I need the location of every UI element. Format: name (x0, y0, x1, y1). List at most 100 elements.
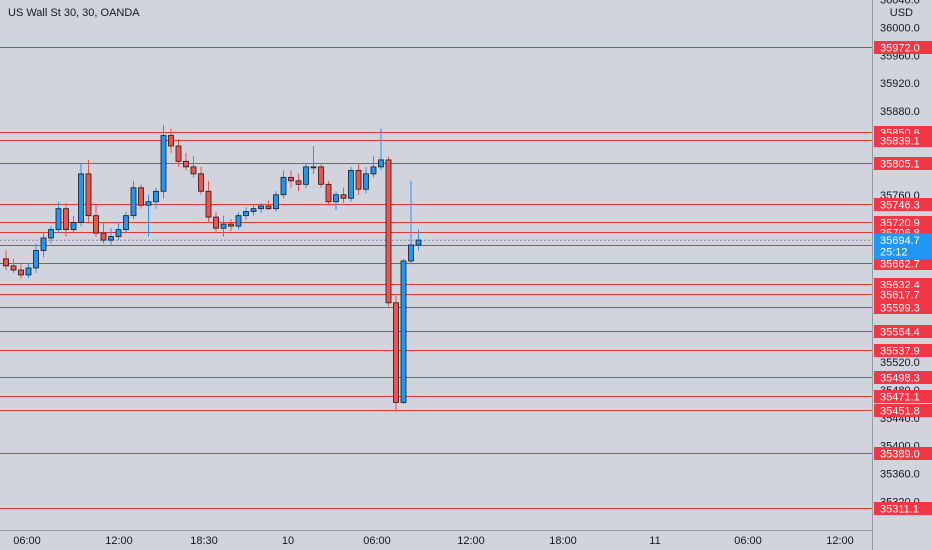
candle-body (393, 302, 399, 403)
candle (18, 264, 24, 279)
horizontal-levels (0, 47, 872, 509)
candle-body (415, 239, 422, 246)
level-label: 35617.7 (874, 288, 932, 302)
candle (175, 139, 182, 167)
candle (145, 194, 152, 237)
candle (310, 145, 317, 174)
level-label-text: 35617.7 (880, 290, 920, 302)
candle-body (55, 208, 62, 231)
candle (100, 222, 107, 244)
candle-body (138, 187, 144, 206)
price-tick-label: 35880.0 (880, 106, 920, 118)
candle (123, 212, 129, 234)
candle (108, 228, 114, 245)
time-tick-label: 06:00 (734, 535, 762, 547)
candle-body (333, 194, 339, 203)
candle (205, 180, 212, 223)
candle-body (100, 232, 107, 241)
candle (115, 222, 122, 241)
time-axis[interactable]: 06:00 12:00 18:30 10 06:00 12:00 18:00 11 06:00 1… (13, 535, 854, 547)
level-label: 35537.9 (874, 344, 932, 358)
level-label: 35564.4 (874, 325, 932, 339)
candle-body (40, 237, 47, 251)
level-label-bg (874, 216, 932, 229)
time-tick-label: 18:00 (549, 535, 577, 547)
level-label-bg (874, 502, 932, 515)
candle (385, 156, 392, 307)
candle (250, 205, 257, 216)
candle-body (310, 166, 317, 169)
candle (70, 215, 77, 234)
candles (3, 125, 422, 413)
candle-body (78, 173, 84, 224)
level-label: 35662.7 (874, 257, 932, 271)
level-label-text: 35662.7 (880, 259, 920, 271)
candle-body (250, 208, 257, 212)
candle-body (10, 265, 17, 271)
candle-body (123, 215, 129, 231)
level-label-bg (874, 157, 932, 170)
level-label: 35805.1 (874, 157, 932, 171)
candle (415, 229, 422, 251)
candle (48, 226, 54, 244)
candle (63, 203, 69, 237)
candle-body (213, 216, 219, 229)
current-price-countdown: 25:12 (880, 246, 908, 258)
level-label: 35839.1 (874, 134, 932, 148)
candle (303, 163, 309, 188)
level-label: 35471.1 (874, 390, 932, 404)
level-label: 35599.3 (874, 301, 932, 315)
candle (370, 156, 377, 178)
time-tick-label: 11 (649, 535, 660, 547)
candle (318, 163, 324, 188)
candle (273, 191, 279, 212)
candle-body (265, 205, 272, 210)
time-tick-label: 12:00 (105, 535, 133, 547)
candle-body (25, 267, 32, 276)
candle-body (385, 159, 392, 304)
candle (288, 170, 294, 188)
candle (40, 233, 47, 258)
candle-body (85, 173, 92, 217)
candle (333, 191, 339, 211)
candle-body (205, 190, 212, 218)
candle (85, 159, 92, 223)
candle-body (348, 169, 354, 199)
level-label-text: 35564.4 (880, 327, 920, 339)
candle (258, 203, 264, 213)
candle-body (18, 269, 24, 276)
candle (228, 219, 234, 232)
level-label-text: 35972.0 (880, 43, 920, 55)
level-label-bg (874, 371, 932, 384)
candle-body (318, 166, 324, 185)
level-label-bg (874, 447, 932, 460)
level-label-bg (874, 134, 932, 147)
level-label: 35451.8 (874, 404, 932, 418)
candle-body (228, 223, 234, 227)
candle (3, 250, 9, 271)
candle-body (340, 194, 347, 199)
level-label-bg (874, 344, 932, 357)
candle (363, 166, 369, 194)
candle (10, 258, 17, 273)
time-tick-label: 06:00 (363, 535, 391, 547)
candle (355, 163, 362, 195)
candle-body (115, 229, 122, 237)
candle (378, 128, 384, 171)
level-label-text: 35746.3 (880, 200, 920, 212)
level-label-bg (874, 257, 932, 270)
level-label-bg (874, 325, 932, 338)
time-tick-label: 06:00 (13, 535, 41, 547)
candle-body (93, 215, 99, 234)
candle (198, 166, 204, 195)
candle (25, 263, 32, 279)
level-label: 35972.0 (874, 41, 932, 55)
price-tick-label: 35920.0 (880, 78, 920, 90)
time-tick-label: 10 (282, 535, 294, 547)
level-label-bg (874, 288, 932, 301)
candle (168, 128, 174, 153)
candle-body (303, 166, 309, 185)
candle (213, 212, 219, 234)
